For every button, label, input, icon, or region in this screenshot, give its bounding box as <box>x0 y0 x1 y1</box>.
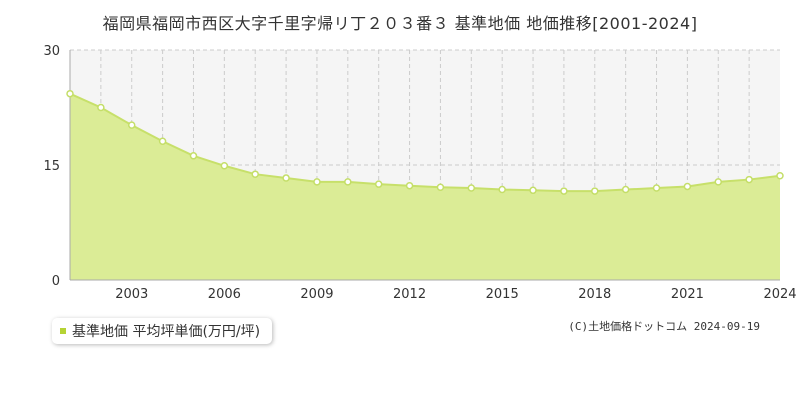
data-point <box>158 137 167 145</box>
legend-label: 基準地価 平均坪単価(万円/坪) <box>72 324 261 340</box>
legend-marker-icon <box>60 328 66 334</box>
y-tick-label: 0 <box>52 274 60 289</box>
data-point <box>374 180 383 188</box>
x-tick-label: 2021 <box>671 287 704 302</box>
data-point <box>282 174 290 182</box>
data-point <box>652 184 661 192</box>
x-tick-label: 2009 <box>300 287 333 302</box>
x-tick-label: 2018 <box>578 287 611 302</box>
series-line <box>69 92 781 193</box>
data-point <box>220 162 229 170</box>
data-point <box>313 178 321 186</box>
data-point <box>560 187 568 195</box>
data-point <box>745 175 753 184</box>
chart-title: 福岡県福岡市西区大字千里字帰リ丁２０３番３ 基準地価 地価推移[2001-202… <box>102 14 698 33</box>
x-tick-label: 2006 <box>208 287 241 302</box>
x-tick-label: 2015 <box>486 287 519 302</box>
data-point <box>714 178 723 186</box>
data-point <box>97 103 105 112</box>
copyright-text: (C)土地価格ドットコム 2024-09-19 <box>568 320 760 333</box>
data-point <box>344 178 352 186</box>
data-point <box>436 183 445 191</box>
data-point <box>683 182 692 191</box>
y-tick-label: 15 <box>43 159 60 174</box>
legend: 基準地価 平均坪単価(万円/坪) <box>52 318 273 344</box>
data-point <box>66 89 74 98</box>
data-point <box>621 185 630 194</box>
y-tick-label: 30 <box>43 44 60 59</box>
data-point <box>405 181 414 190</box>
data-point <box>591 187 599 195</box>
data-point <box>776 171 784 180</box>
data-point <box>467 184 476 192</box>
data-point <box>498 185 506 194</box>
x-tick-label: 2024 <box>763 287 796 302</box>
x-tick-label: 2012 <box>393 287 426 302</box>
data-point <box>251 170 259 178</box>
data-point <box>127 121 136 129</box>
data-point <box>529 186 537 195</box>
data-point <box>189 152 198 160</box>
x-tick-label: 2003 <box>115 287 148 302</box>
